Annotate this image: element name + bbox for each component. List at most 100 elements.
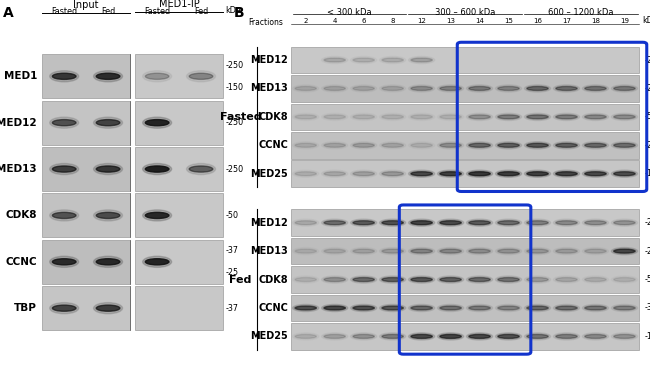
Ellipse shape xyxy=(382,334,403,338)
Ellipse shape xyxy=(614,86,635,91)
Text: -250: -250 xyxy=(226,165,244,174)
Ellipse shape xyxy=(353,172,374,176)
Ellipse shape xyxy=(324,172,345,176)
Text: Fasted: Fasted xyxy=(51,7,77,16)
Ellipse shape xyxy=(582,333,608,340)
Ellipse shape xyxy=(409,56,435,64)
Ellipse shape xyxy=(187,163,216,175)
Ellipse shape xyxy=(585,221,606,225)
Text: CDK8: CDK8 xyxy=(6,211,37,220)
Ellipse shape xyxy=(556,249,577,253)
Ellipse shape xyxy=(469,334,490,338)
Ellipse shape xyxy=(614,249,635,253)
Text: 17: 17 xyxy=(562,18,571,24)
Ellipse shape xyxy=(585,306,606,310)
Ellipse shape xyxy=(498,115,519,119)
Ellipse shape xyxy=(553,85,580,92)
Ellipse shape xyxy=(553,142,580,149)
Ellipse shape xyxy=(353,58,374,62)
Ellipse shape xyxy=(495,333,521,340)
Ellipse shape xyxy=(582,170,608,177)
Ellipse shape xyxy=(525,276,551,283)
Ellipse shape xyxy=(469,143,490,147)
Text: 300 – 600 kDa: 300 – 600 kDa xyxy=(435,8,495,17)
Ellipse shape xyxy=(295,278,317,282)
Ellipse shape xyxy=(324,334,345,338)
Ellipse shape xyxy=(189,166,213,172)
Ellipse shape xyxy=(409,170,435,177)
Bar xyxy=(291,266,639,293)
Ellipse shape xyxy=(525,142,551,149)
Ellipse shape xyxy=(498,278,519,282)
Ellipse shape xyxy=(142,117,172,128)
Ellipse shape xyxy=(469,249,490,253)
Text: MED1: MED1 xyxy=(4,71,37,81)
Text: CDK8: CDK8 xyxy=(258,275,288,285)
Ellipse shape xyxy=(469,278,490,282)
Ellipse shape xyxy=(614,172,635,176)
Ellipse shape xyxy=(553,219,580,226)
Bar xyxy=(291,323,639,350)
Bar xyxy=(42,240,130,284)
Ellipse shape xyxy=(324,278,345,282)
Ellipse shape xyxy=(350,276,377,283)
Ellipse shape xyxy=(556,143,577,147)
Ellipse shape xyxy=(614,143,635,147)
Ellipse shape xyxy=(49,117,79,128)
Text: MED13: MED13 xyxy=(0,164,37,174)
Ellipse shape xyxy=(612,85,638,92)
Ellipse shape xyxy=(498,172,519,176)
Text: MED13: MED13 xyxy=(250,246,288,256)
Ellipse shape xyxy=(295,334,317,338)
Ellipse shape xyxy=(498,86,519,91)
Text: Fed: Fed xyxy=(101,7,115,16)
Ellipse shape xyxy=(142,210,172,221)
Bar xyxy=(291,75,639,102)
Text: CDK8: CDK8 xyxy=(258,112,288,122)
Bar xyxy=(291,47,639,73)
Ellipse shape xyxy=(585,115,606,119)
Ellipse shape xyxy=(94,71,123,82)
Bar xyxy=(135,286,223,330)
Ellipse shape xyxy=(142,256,172,267)
Ellipse shape xyxy=(440,221,461,225)
Ellipse shape xyxy=(612,170,638,177)
Ellipse shape xyxy=(498,306,519,310)
Text: -37: -37 xyxy=(226,304,239,313)
Ellipse shape xyxy=(556,334,577,338)
Ellipse shape xyxy=(411,306,432,310)
Ellipse shape xyxy=(409,248,435,255)
Ellipse shape xyxy=(527,86,548,91)
Ellipse shape xyxy=(382,278,403,282)
Ellipse shape xyxy=(469,306,490,310)
Ellipse shape xyxy=(585,143,606,147)
Text: -117: -117 xyxy=(644,169,650,178)
Text: 18: 18 xyxy=(591,18,600,24)
Text: -50: -50 xyxy=(644,112,650,122)
Ellipse shape xyxy=(411,334,432,338)
Bar xyxy=(291,238,639,264)
Ellipse shape xyxy=(614,334,635,338)
Ellipse shape xyxy=(295,306,317,310)
Ellipse shape xyxy=(411,86,432,91)
Text: kDa: kDa xyxy=(226,6,241,15)
Ellipse shape xyxy=(353,334,374,338)
Ellipse shape xyxy=(614,115,635,119)
Ellipse shape xyxy=(322,304,348,312)
Bar xyxy=(42,193,130,237)
Ellipse shape xyxy=(437,219,463,226)
Text: 14: 14 xyxy=(475,18,484,24)
Ellipse shape xyxy=(612,142,638,149)
Ellipse shape xyxy=(49,303,79,314)
Bar xyxy=(42,101,130,145)
Text: 2: 2 xyxy=(304,18,308,24)
Ellipse shape xyxy=(495,219,521,226)
Text: Input: Input xyxy=(73,0,99,10)
Ellipse shape xyxy=(295,86,317,91)
Bar xyxy=(291,160,639,187)
Text: 16: 16 xyxy=(533,18,542,24)
Ellipse shape xyxy=(53,73,76,79)
Text: -268: -268 xyxy=(644,84,650,93)
Ellipse shape xyxy=(437,142,463,149)
Ellipse shape xyxy=(322,333,348,340)
